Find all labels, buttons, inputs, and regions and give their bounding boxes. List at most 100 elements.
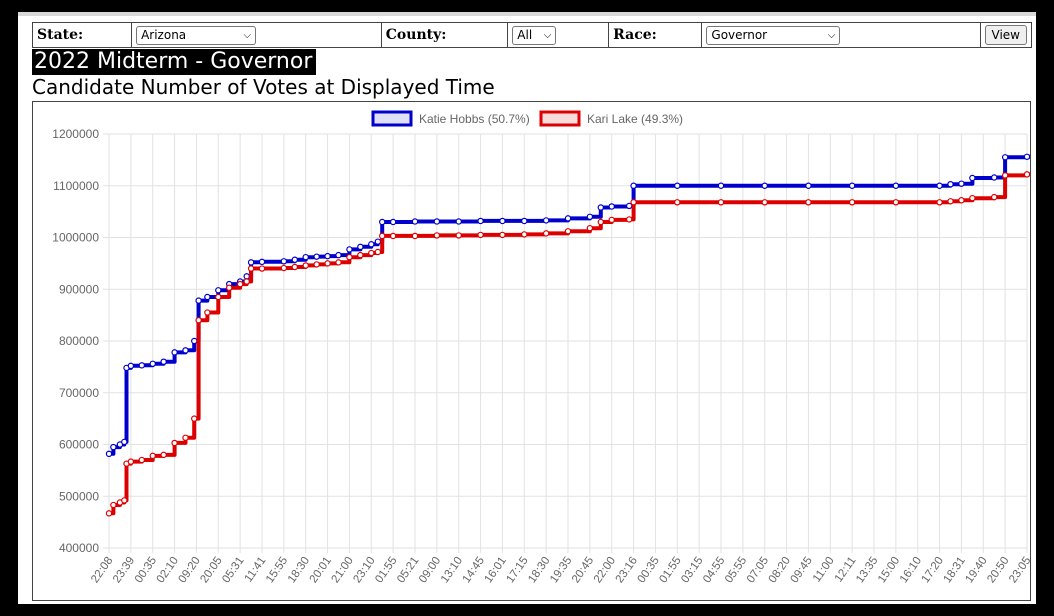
data-point [258,258,266,266]
y-tick-label: 600000 [59,438,99,452]
data-point [105,510,113,517]
x-tick-label: 16:01 [483,555,509,585]
data-point [958,180,965,187]
x-tick-label: 08:20 [767,555,793,585]
data-point [215,293,222,301]
data-point [499,217,506,225]
data-point [127,362,135,370]
y-tick-label: 800000 [59,334,99,348]
data-point [433,218,441,225]
data-point [171,349,178,356]
state-label: State: [37,27,84,43]
x-tick-label: 17:15 [504,555,530,585]
data-point [195,317,202,324]
x-tick-label: 20:50 [985,555,1011,585]
top-strip [18,12,1036,22]
data-point [204,309,211,316]
x-tick-label: 18:30 [286,555,312,585]
data-point [630,199,637,206]
data-point [204,293,211,301]
data-point [1023,153,1031,160]
legend-label: Kari Lake (49.3%) [587,112,683,126]
x-tick-label: 23:05 [1007,555,1030,585]
data-point [346,253,353,261]
data-point [138,456,145,464]
data-point [374,238,382,245]
data-point [958,197,965,204]
y-tick-label: 700000 [59,386,99,400]
state-select[interactable]: Arizona ⌵ [136,25,257,45]
chevron-down-icon: ⌵ [543,29,552,41]
data-point [324,260,331,267]
x-tick-label: 04:55 [701,555,727,585]
x-tick-label: 13:35 [854,555,880,585]
data-point [182,347,189,354]
x-tick-label: 19:40 [963,555,989,585]
x-tick-label: 18:30 [526,555,552,585]
series-line-1 [109,172,1036,516]
data-point [191,337,198,345]
data-point [411,232,419,240]
y-tick-label: 1100000 [53,179,99,193]
data-point [368,241,375,248]
data-point [160,451,167,459]
chart-legend: Katie Hobbs (50.7%) Kari Lake (49.3%) [371,110,683,127]
data-point [368,249,375,257]
data-point [302,262,309,269]
data-point [717,182,725,189]
data-point [597,204,604,211]
x-tick-label: 05:55 [723,555,749,585]
county-select[interactable]: All ⌵ [512,25,557,45]
data-point [597,218,604,226]
data-point [291,263,298,271]
x-tick-label: 23:10 [351,555,377,585]
legend-item-0: Katie Hobbs (50.7%) [371,110,530,127]
data-point [105,450,113,458]
legend-swatch [539,110,581,127]
race-select[interactable]: Governor ⌵ [706,25,841,45]
data-point [247,259,255,266]
data-point [969,194,976,202]
y-tick-label: 1000000 [52,231,99,245]
x-tick-label: 22:00 [592,555,618,585]
x-tick-label: 23:39 [111,555,137,585]
x-tick-label: 09:00 [417,555,443,585]
county-select-value: All [517,28,533,42]
data-point [936,182,943,189]
filter-bar: State: Arizona ⌵ County: All ⌵ Race: Gov… [31,22,1033,48]
data-point [947,198,954,205]
data-point [335,251,342,259]
x-tick-label: 21:00 [330,555,356,585]
data-point [969,174,976,182]
data-point [324,252,331,260]
data-point [379,232,386,240]
y-tick-label: 1200000 [52,127,99,141]
data-point [991,174,998,181]
x-tick-label: 20:45 [570,555,596,585]
page-frame: State: Arizona ⌵ County: All ⌵ Race: Gov… [18,12,1036,604]
data-point [630,182,637,189]
data-point [280,258,288,265]
data-point [674,199,681,206]
data-point [302,253,309,261]
data-point [564,215,572,222]
race-select-value: Governor [711,28,768,42]
data-point [313,253,320,260]
data-point [389,232,397,240]
data-point [608,203,615,210]
data-point [121,497,128,504]
data-point [138,362,145,369]
data-point [291,256,298,263]
x-tick-label: 01:55 [373,555,399,585]
y-tick-label: 500000 [59,489,99,503]
view-button[interactable]: View [984,25,1027,45]
data-point [947,180,954,188]
data-point [608,216,615,224]
data-point [243,273,250,280]
data-point [191,415,198,422]
x-tick-label: 07:05 [745,555,771,585]
x-tick-label: 05:31 [220,555,246,585]
x-tick-label: 16:10 [898,555,924,585]
data-point [564,228,572,235]
data-point [991,193,998,201]
